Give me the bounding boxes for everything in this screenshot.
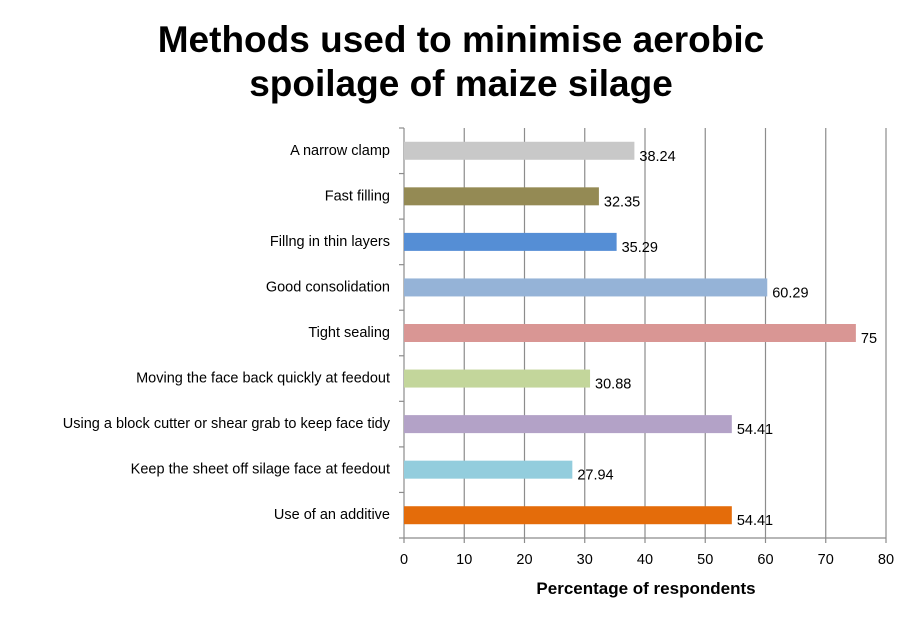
x-tick-label: 20 xyxy=(516,552,532,568)
data-label: 32.35 xyxy=(604,194,640,210)
data-label: 38.24 xyxy=(639,149,675,165)
x-tick-label: 70 xyxy=(818,552,834,568)
x-axis-label: Percentage of respondents xyxy=(536,579,755,598)
category-label: Tight sealing xyxy=(308,325,390,341)
bar xyxy=(404,506,732,525)
bar xyxy=(404,369,591,388)
data-label: 60.29 xyxy=(772,285,808,301)
data-label: 30.88 xyxy=(595,377,631,393)
bar xyxy=(404,460,573,479)
bar xyxy=(404,232,617,251)
category-label: Using a block cutter or shear grab to ke… xyxy=(63,416,391,432)
plot-area: 0 10 20 30 40 50 60 70 80 A narrow clamp 38.24 Fast… xyxy=(63,127,894,568)
x-tick-label: 0 xyxy=(400,552,408,568)
category-label: Fillng in thin layers xyxy=(270,234,390,250)
bar xyxy=(404,278,768,297)
chart-title-line-1: Methods used to minimise aerobic xyxy=(158,19,765,60)
category-label: A narrow clamp xyxy=(290,143,390,159)
x-tick-label: 30 xyxy=(577,552,593,568)
category-label: Fast filling xyxy=(325,188,390,204)
x-tick-label: 40 xyxy=(637,552,653,568)
category-label: Good consolidation xyxy=(266,279,390,295)
bar xyxy=(404,141,635,160)
category-label: Use of an additive xyxy=(274,507,390,523)
category-label: Keep the sheet off silage face at feedou… xyxy=(131,462,390,478)
data-label: 75 xyxy=(861,331,877,347)
chart-title-line-2: spoilage of maize silage xyxy=(249,63,673,104)
bar xyxy=(404,324,856,342)
bar xyxy=(404,187,599,206)
x-tick-label: 10 xyxy=(456,552,472,568)
x-tick-label: 60 xyxy=(757,552,773,568)
data-label: 54.41 xyxy=(737,422,773,438)
x-tick-label: 80 xyxy=(878,552,894,568)
bar xyxy=(404,415,732,434)
x-tick-label: 50 xyxy=(697,552,713,568)
data-label: 27.94 xyxy=(577,468,613,484)
data-label: 54.41 xyxy=(737,513,773,529)
data-label: 35.29 xyxy=(622,240,658,256)
category-label: Moving the face back quickly at feedout xyxy=(136,371,390,387)
